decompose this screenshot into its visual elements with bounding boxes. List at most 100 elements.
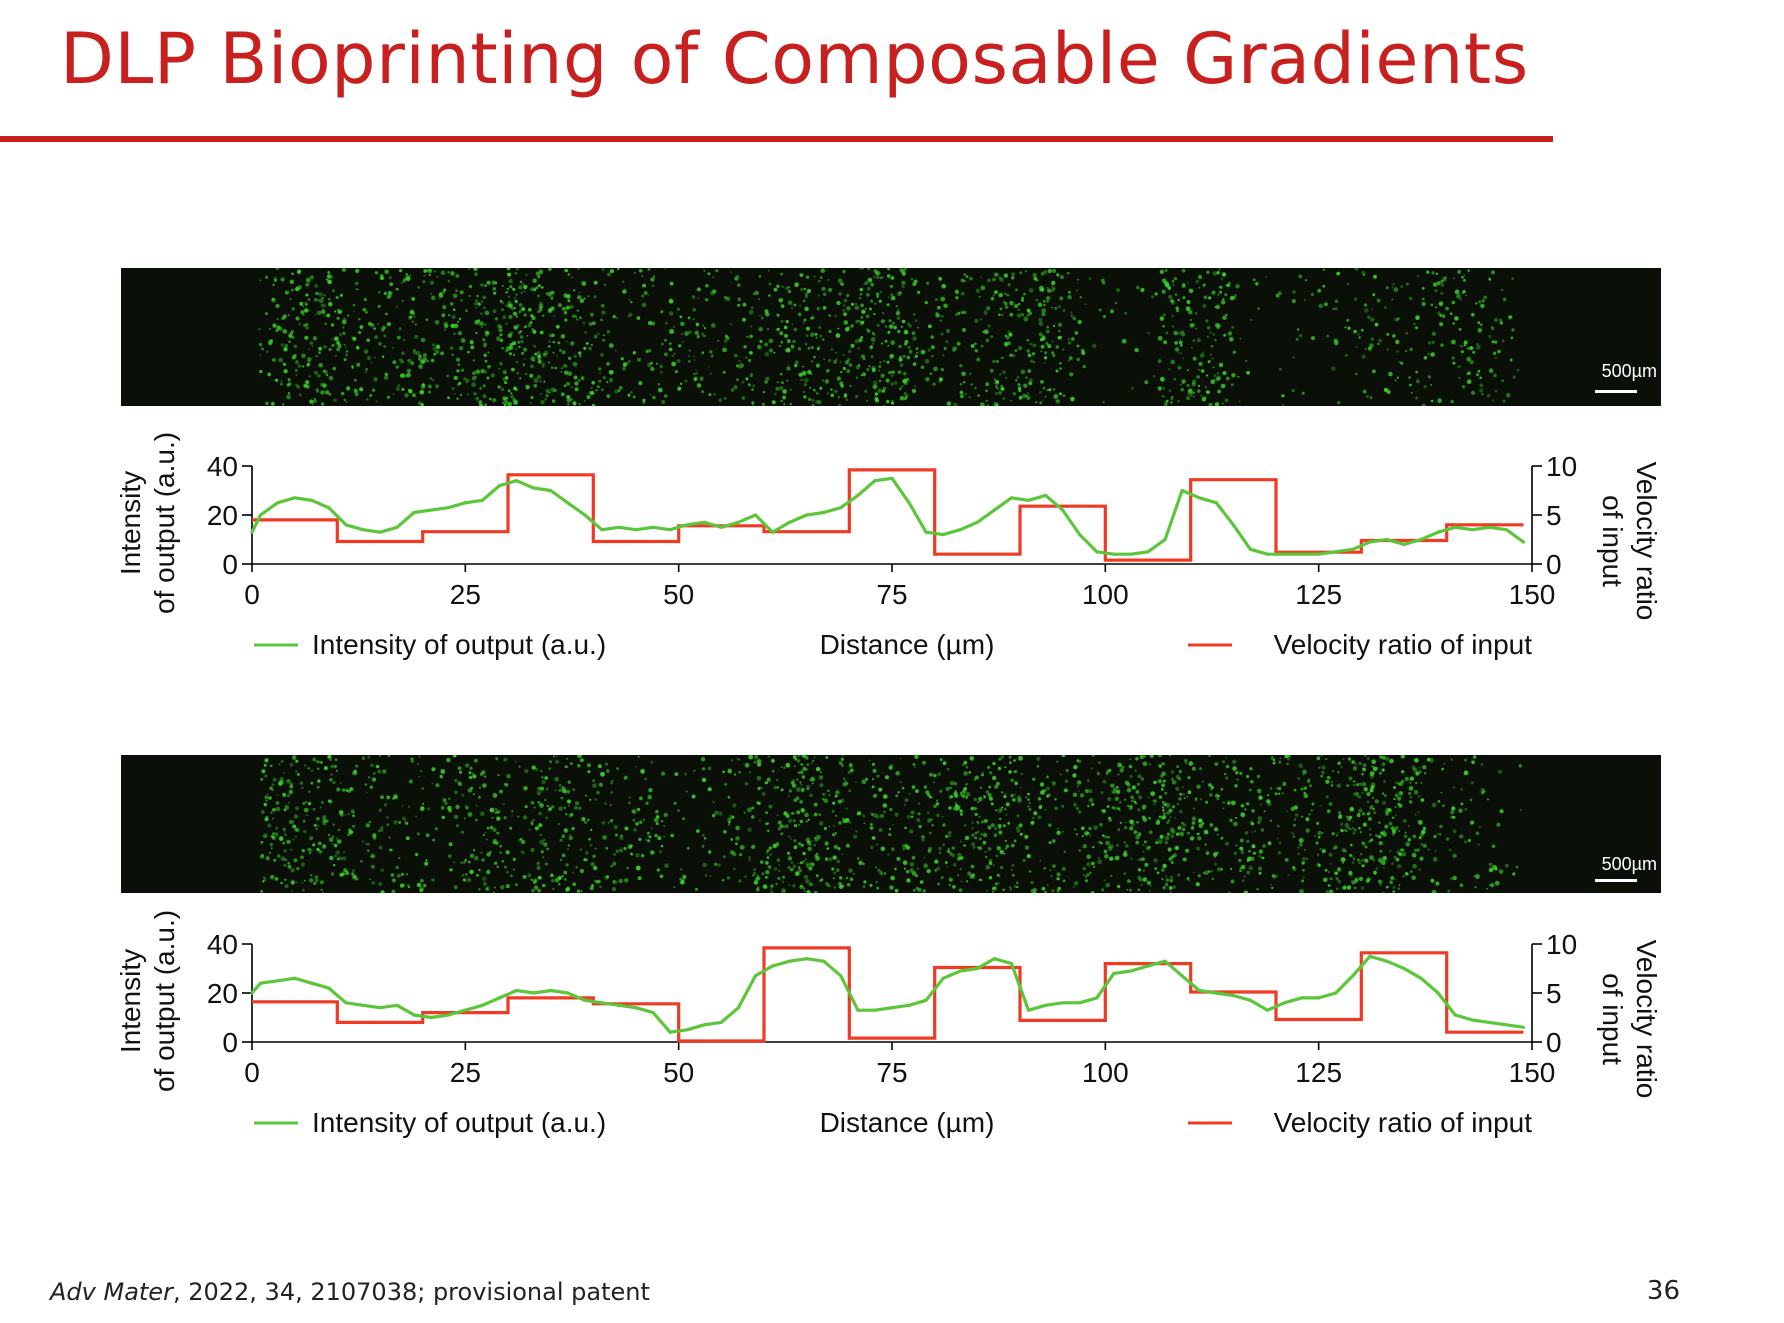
data-point-intensity <box>514 988 519 993</box>
data-point-intensity <box>600 528 604 532</box>
data-point-intensity <box>1163 537 1167 542</box>
data-point-intensity <box>344 1001 348 1005</box>
data-point-intensity <box>1129 969 1133 973</box>
data-point-intensity <box>1146 964 1150 968</box>
data-point-intensity <box>566 991 570 995</box>
y-tick-label-right: 10 <box>1546 929 1577 960</box>
y-axis-title-left-line2: of output (a.u.) <box>149 432 180 614</box>
data-point-intensity <box>1197 496 1201 500</box>
data-point-intensity <box>1385 959 1389 963</box>
scale-bar-label: 500µm <box>1601 854 1657 874</box>
data-point-intensity <box>1265 1008 1270 1012</box>
data-point-intensity <box>250 991 254 995</box>
data-point-intensity <box>651 525 655 529</box>
data-point-intensity <box>1470 1018 1474 1022</box>
x-tick-label: 75 <box>876 1057 907 1088</box>
x-tick-label: 0 <box>244 579 260 610</box>
data-point-intensity <box>395 525 399 529</box>
y-tick-label-left: 40 <box>207 451 238 482</box>
data-point-intensity <box>258 513 263 517</box>
data-point-intensity <box>753 513 758 517</box>
data-point-intensity <box>941 533 945 537</box>
data-point-intensity <box>1214 501 1218 505</box>
data-point-intensity <box>941 976 945 980</box>
data-point-intensity <box>361 1003 365 1007</box>
data-point-intensity <box>753 974 758 978</box>
data-point-intensity <box>446 506 450 510</box>
data-point-intensity <box>1112 552 1116 556</box>
y-tick-label-left: 20 <box>207 978 238 1009</box>
data-point-intensity <box>1078 1001 1082 1005</box>
data-point-intensity <box>1351 547 1355 551</box>
data-point-intensity <box>770 530 775 534</box>
data-point-intensity <box>907 1003 911 1007</box>
data-point-intensity <box>1436 991 1440 995</box>
fluorescence-cells-image <box>259 755 1522 893</box>
data-point-intensity <box>293 976 297 980</box>
data-point-intensity <box>1504 1023 1508 1027</box>
data-point-intensity <box>822 959 826 963</box>
data-point-intensity <box>1044 1003 1048 1007</box>
data-point-intensity <box>924 530 928 534</box>
data-point-intensity <box>497 484 502 488</box>
scale-bar <box>1595 390 1637 393</box>
data-point-intensity <box>975 520 979 524</box>
data-point-intensity <box>1300 996 1304 1000</box>
data-point-intensity <box>583 513 587 517</box>
y-axis-title-left: Intensity of output (a.u.) <box>115 910 180 1092</box>
data-point-intensity <box>378 530 382 534</box>
y-tick-label-right: 10 <box>1546 451 1577 482</box>
x-tick-label: 25 <box>450 579 481 610</box>
data-point-intensity <box>1317 552 1321 556</box>
data-point-intensity <box>839 974 843 978</box>
slide-title: DLP Bioprinting of Composable Gradients <box>60 18 1529 100</box>
series-line-intensity <box>250 476 1525 556</box>
data-point-intensity <box>1334 550 1338 554</box>
data-point-intensity <box>463 501 467 505</box>
x-tick-label: 100 <box>1082 579 1129 610</box>
data-point-intensity <box>839 506 843 510</box>
x-tick-label: 25 <box>450 1057 481 1088</box>
data-point-intensity <box>1487 525 1491 529</box>
data-point-intensity <box>805 957 809 961</box>
data-point-intensity <box>429 508 433 512</box>
data-point-intensity <box>822 510 826 515</box>
x-tick-label: 150 <box>1509 579 1556 610</box>
data-point-intensity <box>668 528 672 532</box>
data-point-intensity <box>685 523 689 527</box>
data-point-intensity <box>788 520 792 524</box>
data-point-intensity <box>480 498 484 502</box>
data-point-intensity <box>1197 988 1201 993</box>
x-tick-label: 125 <box>1295 579 1342 610</box>
data-point-intensity <box>412 510 416 515</box>
cell-field <box>259 755 1522 893</box>
data-point-intensity <box>1146 550 1150 554</box>
y-tick-label-left: 40 <box>207 929 238 960</box>
scale-bar <box>1595 879 1637 882</box>
data-point-intensity <box>1402 542 1406 546</box>
data-point-intensity <box>463 1008 467 1012</box>
data-point-intensity <box>1504 528 1508 532</box>
data-point-intensity <box>1095 996 1099 1000</box>
y-axis-title-left-line1: Intensity <box>115 471 146 575</box>
title-divider <box>0 136 1553 142</box>
citation-details: , 2022, 34, 2107038; provisional patent <box>172 1278 650 1306</box>
y-axis-title-right-line2: of input <box>1597 973 1628 1065</box>
data-point-intensity <box>702 520 706 524</box>
legend-label-velocity: Velocity ratio of input <box>1274 629 1533 660</box>
data-point-intensity <box>1180 488 1184 493</box>
data-point-intensity <box>617 525 621 529</box>
x-tick-label: 100 <box>1082 1057 1129 1088</box>
x-tick-label: 50 <box>663 1057 694 1088</box>
data-point-intensity <box>327 506 331 510</box>
data-point-intensity <box>310 498 314 502</box>
data-point-intensity <box>958 969 962 973</box>
data-point-intensity <box>497 996 502 1000</box>
data-point-intensity <box>975 966 979 971</box>
y-axis-title-right: Velocity ratioof input <box>1597 940 1662 1099</box>
data-point-intensity <box>1300 552 1304 556</box>
data-point-intensity <box>344 523 348 527</box>
data-point-intensity <box>1248 547 1252 551</box>
data-point-intensity <box>907 501 911 505</box>
data-point-intensity <box>446 1013 450 1017</box>
